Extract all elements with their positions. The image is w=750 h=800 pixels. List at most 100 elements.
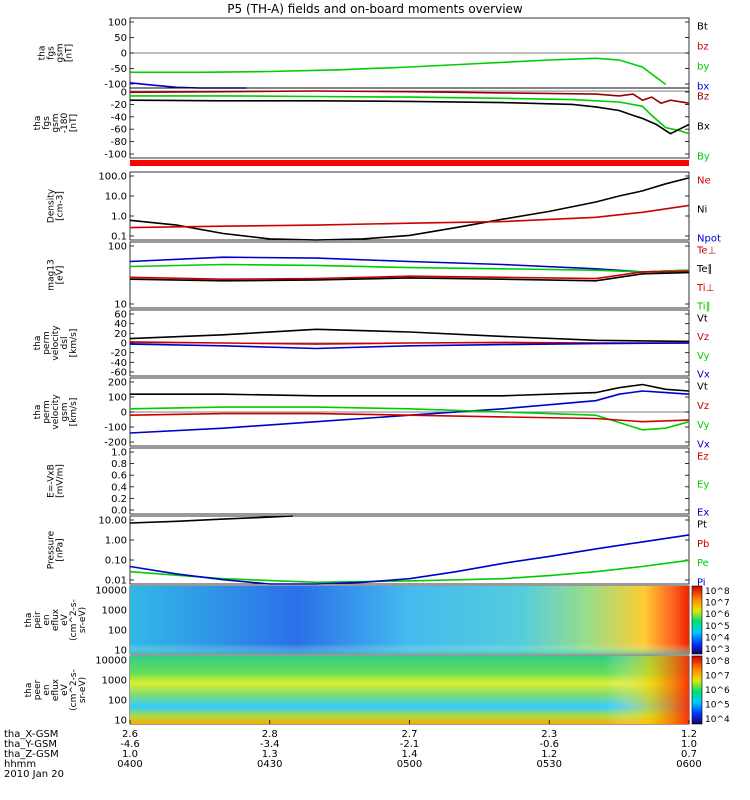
y-axis-label: E=-VxB bbox=[47, 464, 57, 498]
electron-colorbar bbox=[691, 655, 703, 725]
panel-frame bbox=[129, 447, 690, 515]
y-tick-label: -100 bbox=[104, 423, 127, 434]
y-tick-label: 0.2 bbox=[111, 494, 127, 505]
colorbar-tick-label: 10^5 bbox=[705, 701, 730, 711]
legend-entry: Pb bbox=[697, 539, 709, 550]
x-axis-row-label: tha_Y-GSM bbox=[4, 739, 57, 750]
y-tick-label: 1.0 bbox=[111, 212, 127, 223]
y-axis-label: tha bbox=[33, 405, 43, 420]
y-tick-label: 0 bbox=[121, 408, 127, 419]
y-tick-label: 40 bbox=[114, 319, 127, 330]
y-axis-label: tha bbox=[24, 683, 34, 698]
series-line-By bbox=[130, 95, 690, 135]
y-axis-label: eV bbox=[60, 683, 70, 696]
y-axis-label: [mV/m] bbox=[56, 464, 66, 498]
x-tick-label: 0430 bbox=[257, 759, 282, 770]
x-tick-label: 1.0 bbox=[122, 749, 138, 760]
y-tick-label: 10 bbox=[114, 646, 127, 657]
y-tick-label: 0.6 bbox=[111, 471, 127, 482]
y-tick-label: 100 bbox=[108, 696, 127, 707]
x-tick-label: 0400 bbox=[117, 759, 142, 770]
series-line-Vx bbox=[129, 390, 690, 434]
legend-entry: Vx bbox=[697, 370, 710, 381]
y-axis-label: sr-eV) bbox=[78, 607, 88, 633]
y-tick-label: 10000 bbox=[95, 656, 127, 667]
legend-entry: Ne bbox=[697, 176, 711, 187]
y-axis-label: fgs bbox=[47, 46, 57, 60]
panel-fgs-gsm: 100 50 0 -50 -100 tha fgs gsm [nT] Bt bz by bx bbox=[38, 18, 710, 93]
y-axis-label: [km/s] bbox=[69, 329, 79, 358]
y-tick-label: 0 bbox=[121, 88, 127, 99]
y-axis-label: [nT] bbox=[65, 44, 75, 62]
panel-fgs-gsm-zoom: 0-20-40 -60-80 -100 tha fgs gsm -180 [nT] Bz Bx By bbox=[33, 88, 710, 163]
x-axis: tha_X-GSM 2.6 2.8 2.7 2.3 1.2 tha_Y-GSM -4.6 -3.… bbox=[4, 720, 702, 770]
x-axis-row-label: hhmm bbox=[4, 759, 36, 770]
y-axis-label: eV bbox=[60, 613, 70, 626]
legend-entry: Vy bbox=[697, 420, 710, 431]
series-line-Vx bbox=[129, 342, 690, 350]
legend-entry: Vt bbox=[697, 382, 708, 393]
y-axis-label: mag13 bbox=[47, 259, 57, 290]
y-tick-label: -200 bbox=[104, 438, 127, 449]
legend-entry: by bbox=[697, 62, 709, 73]
panel-temperature: 100 10 mag13 [eV] Te⊥ Te∥ Ti⊥ Ti∥ bbox=[47, 242, 717, 313]
y-tick-label: 200 bbox=[108, 378, 127, 389]
y-tick-label: 10.0 bbox=[105, 192, 127, 203]
y-tick-label: -40 bbox=[111, 358, 127, 369]
y-tick-label: -50 bbox=[111, 64, 127, 75]
x-tick-label: -2.1 bbox=[400, 739, 420, 750]
electron-spectrogram-image bbox=[130, 656, 689, 724]
colorbar-tick-label: 10^7 bbox=[705, 599, 730, 609]
legend-entry: Te⊥ bbox=[696, 246, 716, 257]
colorbar-tick-label: 10^5 bbox=[705, 622, 730, 632]
y-tick-label: 0.8 bbox=[111, 459, 127, 470]
series-line-Vt bbox=[130, 383, 690, 397]
legend-entry: Ti⊥ bbox=[696, 283, 714, 294]
y-axis-label: gsm bbox=[60, 402, 70, 421]
x-tick-label: 2.6 bbox=[122, 729, 138, 740]
legend-entry: Te∥ bbox=[696, 264, 713, 275]
colorbar-tick-label: 10^3 bbox=[705, 645, 730, 655]
x-tick-label: 0530 bbox=[537, 759, 562, 770]
legend-entry: bx bbox=[697, 82, 709, 93]
y-axis-label: tha bbox=[33, 336, 43, 351]
x-tick-label: 1.2 bbox=[681, 729, 697, 740]
series-line-Ne bbox=[129, 204, 690, 229]
panel-frame bbox=[129, 515, 690, 585]
y-tick-label: -100 bbox=[104, 150, 127, 161]
series-line-Vt bbox=[129, 328, 690, 343]
y-axis-label: eflux bbox=[51, 608, 61, 631]
y-axis-label: sr-eV) bbox=[78, 677, 88, 703]
series-line-Pi bbox=[129, 534, 690, 585]
series-line-Ti⊥ bbox=[129, 263, 690, 273]
x-tick-label: -3.4 bbox=[260, 739, 280, 750]
y-axis-label: tha bbox=[38, 46, 48, 61]
x-tick-label: 1.2 bbox=[541, 749, 557, 760]
y-tick-label: -100 bbox=[104, 80, 127, 91]
panel-pressure: 10.00 1.00 0.10 0.01 Pressure [nPa] Pt Pb Pe Pi bbox=[47, 515, 709, 589]
y-tick-label: 0 bbox=[121, 339, 127, 350]
y-tick-label: 10 bbox=[114, 716, 127, 727]
series-line-Bx bbox=[129, 99, 690, 135]
legend-entry: Ti∥ bbox=[696, 302, 711, 313]
series-line-by bbox=[130, 57, 667, 86]
legend-entry: Ni bbox=[697, 205, 707, 216]
legend-entry: Bx bbox=[697, 122, 710, 133]
legend-entry: Ey bbox=[697, 480, 709, 491]
legend-entry: Vz bbox=[697, 401, 709, 412]
y-axis-label: velocity bbox=[51, 325, 61, 361]
x-axis-row-label: tha_Z-GSM bbox=[4, 749, 59, 760]
series-line-Vz bbox=[129, 412, 690, 423]
y-axis-label: perm bbox=[42, 331, 52, 355]
y-axis-label: Pressure bbox=[47, 530, 57, 569]
legend-entry: Vt bbox=[697, 314, 708, 325]
y-tick-label: 10.00 bbox=[98, 516, 127, 527]
y-tick-label: 1000 bbox=[102, 606, 127, 617]
y-tick-label: 50 bbox=[114, 33, 127, 44]
y-tick-label: -20 bbox=[111, 348, 127, 359]
y-axis-label: -180 bbox=[60, 113, 70, 134]
x-tick-label: 0500 bbox=[397, 759, 422, 770]
